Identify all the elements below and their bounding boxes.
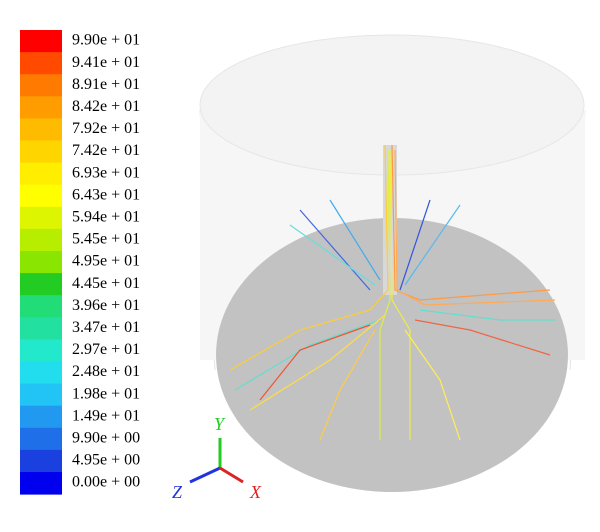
x-axis-arrow — [219, 466, 244, 484]
legend-label: 7.42e + 01 — [72, 142, 140, 159]
legend-label: 8.91e + 01 — [72, 76, 140, 93]
legend-label: 7.92e + 01 — [72, 120, 140, 137]
legend-label: 1.49e + 01 — [72, 407, 140, 424]
cylinder — [199, 34, 586, 492]
legend-swatch — [20, 472, 62, 495]
streamline — [259, 324, 371, 401]
legend-swatch — [20, 295, 62, 318]
legend-label: 0.00e + 00 — [72, 474, 140, 491]
streamline — [249, 314, 386, 411]
streamline — [419, 309, 555, 321]
legend-label: 4.45e + 01 — [72, 275, 140, 292]
legend-label: 2.48e + 01 — [72, 363, 140, 380]
legend-label: 2.97e + 01 — [72, 341, 140, 358]
legend-swatch — [20, 405, 62, 429]
legend-label: 6.43e + 01 — [72, 186, 140, 203]
streamline — [414, 319, 551, 356]
cylinder-bottom — [216, 218, 568, 492]
streamline — [329, 199, 381, 281]
legend-swatch — [20, 162, 62, 186]
streamline — [299, 209, 371, 291]
legend-swatch — [20, 427, 62, 451]
shaft — [383, 145, 397, 295]
streamline — [404, 329, 461, 441]
legend-swatch — [20, 449, 62, 473]
legend-swatch — [20, 118, 62, 141]
legend-swatch — [20, 140, 62, 164]
legend-label: 4.95e + 01 — [72, 253, 140, 270]
legend-label: 3.96e + 01 — [72, 297, 140, 314]
legend-label: 8.42e + 01 — [72, 98, 140, 115]
streamline — [234, 319, 381, 391]
legend-label: 9.41e + 01 — [72, 54, 140, 71]
legend-swatch — [20, 96, 62, 119]
legend-swatch — [20, 361, 62, 385]
streamline — [389, 149, 411, 440]
legend-label: 9.90e + 00 — [72, 429, 140, 446]
legend-swatch — [20, 339, 62, 362]
streamline — [289, 224, 376, 286]
streamlines — [229, 144, 556, 441]
legend-swatch — [20, 184, 62, 208]
legend-swatch — [20, 251, 62, 274]
legend-swatch — [20, 52, 62, 75]
legend-label: 9.90e + 01 — [72, 32, 140, 49]
streamline — [229, 144, 389, 371]
y-axis-label: Y — [214, 414, 226, 434]
axis-triad: Y Z X — [172, 414, 262, 502]
legend-label: 1.98e + 01 — [72, 385, 140, 402]
streamline — [319, 329, 376, 441]
legend-swatch — [20, 206, 62, 230]
streamline — [394, 149, 556, 306]
legend-label: 3.47e + 01 — [72, 319, 140, 336]
x-axis-label: X — [249, 482, 262, 502]
z-axis-arrow — [189, 466, 221, 484]
streamline — [399, 199, 431, 291]
streamline — [404, 204, 461, 286]
legend-label: 5.45e + 01 — [72, 231, 140, 248]
legend-swatch — [20, 228, 62, 252]
legend-label: 5.94e + 01 — [72, 208, 140, 225]
legend-swatch — [20, 383, 62, 407]
legend-swatch — [20, 273, 62, 296]
legend-label: 6.93e + 01 — [72, 164, 140, 181]
legend: 9.90e + 01 9.41e + 01 8.91e + 01 8.42e + 01… — [20, 30, 140, 495]
legend-swatch — [20, 30, 62, 53]
legend-swatch — [20, 74, 62, 97]
legend-swatch — [20, 317, 62, 340]
z-axis-label: Z — [172, 482, 183, 502]
legend-label: 4.95e + 00 — [72, 452, 140, 469]
